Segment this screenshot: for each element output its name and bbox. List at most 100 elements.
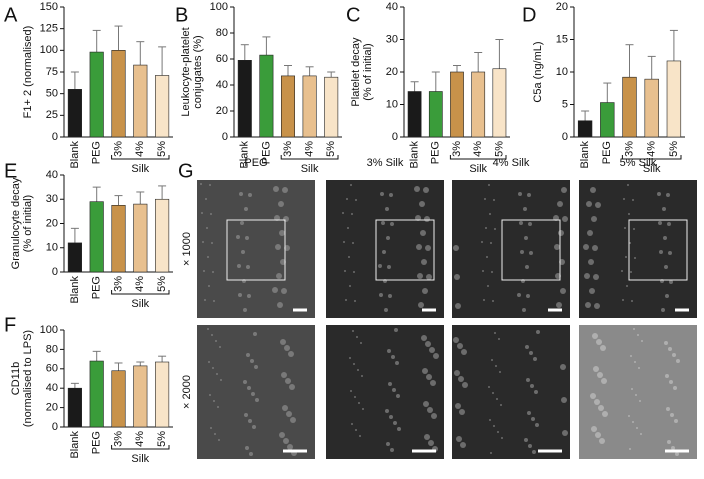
texture xyxy=(355,199,357,201)
texture xyxy=(528,222,532,226)
texture xyxy=(211,334,213,336)
y-tick-label: 0 xyxy=(52,266,58,278)
y-tick-label: 0 xyxy=(392,131,398,143)
texture xyxy=(424,216,430,222)
texture xyxy=(427,407,433,413)
texture xyxy=(670,413,674,417)
texture xyxy=(391,355,395,359)
texture xyxy=(488,184,490,186)
texture xyxy=(286,411,292,417)
texture xyxy=(346,198,348,200)
x-tick-label: 4% xyxy=(134,141,146,157)
texture xyxy=(630,355,632,357)
texture xyxy=(533,357,537,361)
texture xyxy=(560,364,566,370)
y-tick-label: 20 xyxy=(46,402,58,414)
micrograph xyxy=(452,180,570,318)
y-axis-label: conjugates (%) xyxy=(192,35,204,108)
bar xyxy=(133,365,148,428)
texture xyxy=(353,271,355,273)
texture xyxy=(558,230,564,236)
bar xyxy=(133,64,148,138)
x-tick-label: Blank xyxy=(69,431,81,459)
texture xyxy=(210,213,212,215)
texture xyxy=(562,430,568,436)
texture xyxy=(424,434,430,440)
zoom-box xyxy=(375,219,435,281)
texture xyxy=(397,427,401,431)
texture xyxy=(241,250,245,254)
texture xyxy=(676,359,680,363)
micrograph xyxy=(579,325,697,459)
texture xyxy=(641,340,643,342)
x-tick-label: 3% xyxy=(282,141,294,157)
texture xyxy=(380,192,384,196)
texture xyxy=(390,222,394,226)
panel-label: A xyxy=(4,4,18,26)
texture xyxy=(279,432,285,438)
bar xyxy=(471,71,486,138)
x-tick-label: 4% xyxy=(134,431,146,447)
y-tick-label: 0 xyxy=(222,131,228,143)
bar xyxy=(492,68,507,138)
texture xyxy=(669,280,673,284)
texture xyxy=(500,404,502,406)
y-axis-label: F1+ 2 (normalised) xyxy=(22,26,34,119)
zoom-box xyxy=(628,219,688,281)
x-tick-label: 5% xyxy=(668,141,680,157)
y-tick-label: 20 xyxy=(386,66,398,78)
texture xyxy=(279,230,285,236)
texture xyxy=(395,361,399,365)
texture xyxy=(394,328,398,332)
texture xyxy=(524,236,528,240)
texture xyxy=(356,336,358,338)
texture xyxy=(598,405,604,411)
texture xyxy=(456,436,462,442)
texture xyxy=(237,264,241,268)
bar xyxy=(302,75,317,138)
bar xyxy=(111,205,126,273)
texture xyxy=(629,448,631,450)
texture xyxy=(379,293,383,297)
texture xyxy=(481,241,483,243)
y-tick-label: 10 xyxy=(556,66,568,78)
texture xyxy=(422,288,428,294)
texture xyxy=(414,186,420,192)
texture xyxy=(240,221,244,225)
group-label: Silk xyxy=(131,453,149,465)
panel-label: C xyxy=(346,4,360,26)
texture xyxy=(498,338,500,340)
texture xyxy=(423,401,429,407)
texture xyxy=(595,202,601,208)
group-label: Silk xyxy=(469,163,487,175)
texture xyxy=(389,193,393,197)
texture xyxy=(560,288,566,294)
texture xyxy=(207,328,209,330)
texture xyxy=(672,353,676,357)
texture xyxy=(349,357,351,359)
texture xyxy=(214,433,216,435)
bar xyxy=(89,51,104,138)
texture xyxy=(352,242,354,244)
y-tick-label: 125 xyxy=(40,23,58,35)
texture xyxy=(433,353,439,359)
x-tick-label: Blank xyxy=(579,141,591,169)
texture xyxy=(378,264,382,268)
y-tick-label: 40 xyxy=(386,1,398,13)
texture xyxy=(593,274,599,280)
texture xyxy=(393,421,397,425)
texture xyxy=(362,408,364,410)
zoom-box xyxy=(226,219,286,281)
texture xyxy=(429,347,435,353)
texture xyxy=(561,397,567,403)
texture xyxy=(343,241,345,243)
y-tick-label: 60 xyxy=(216,53,228,65)
x-tick-label: Blank xyxy=(409,141,421,169)
x-tick-label: 3% xyxy=(623,141,635,157)
texture xyxy=(584,273,590,279)
texture xyxy=(632,421,634,423)
y-axis-label: (% of initial) xyxy=(362,43,374,100)
texture xyxy=(517,293,521,297)
texture xyxy=(454,370,460,376)
texture xyxy=(562,216,568,222)
